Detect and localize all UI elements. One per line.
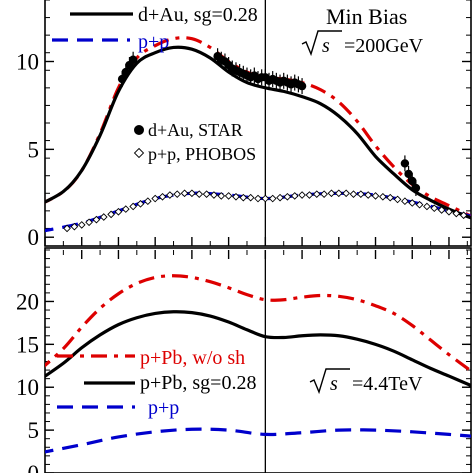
series-line-dash <box>45 427 471 454</box>
data-point-star <box>117 74 127 84</box>
data-point-phobos <box>459 211 468 220</box>
data-point-star <box>297 81 307 91</box>
legend-label: d+Au, sg=0.28 <box>138 4 258 26</box>
data-point-phobos <box>202 190 211 199</box>
data-point-phobos <box>290 192 299 200</box>
data-point-phobos <box>415 200 424 209</box>
data-point-phobos <box>327 189 336 198</box>
data-point-phobos <box>356 190 365 199</box>
data-point-phobos <box>99 213 108 221</box>
data-point-phobos <box>423 202 431 211</box>
data-point-phobos <box>121 205 130 213</box>
legend-marker-open-diamond <box>133 147 145 159</box>
legend-label: p+p, PHOBOS <box>148 144 256 164</box>
data-point-star <box>411 183 421 193</box>
data-point-phobos <box>195 190 204 199</box>
data-point-star <box>408 176 417 186</box>
y-tick-label: 5 <box>28 418 40 443</box>
panel-panel-top-sqrt-variable: s <box>322 35 330 57</box>
data-point-phobos <box>92 215 101 224</box>
legend-label: p+p <box>138 31 169 53</box>
data-point-phobos <box>268 194 277 203</box>
data-point-phobos <box>312 190 321 199</box>
data-point-phobos <box>452 209 461 218</box>
panel-panel-bottom-sqrt-sign <box>309 368 350 395</box>
y-tick-label: 0 <box>28 461 40 473</box>
series-line-solid <box>45 45 471 220</box>
data-point-phobos <box>386 193 395 202</box>
data-point-phobos <box>180 189 189 198</box>
data-point-phobos <box>320 190 328 199</box>
y-tick-label: 5 <box>28 137 40 162</box>
y-tick-label: 0 <box>28 225 40 250</box>
legend-label: d+Au, STAR <box>148 120 243 140</box>
bottom-panel: 0 5 10 15 20 p+Pb, w/o sh p+Pb, sg=0.28 p+p s =4.… <box>16 247 472 473</box>
data-point-phobos <box>401 197 409 206</box>
panel-frame <box>44 247 472 473</box>
data-point-phobos <box>276 193 284 202</box>
data-point-phobos <box>158 192 167 201</box>
data-point-phobos <box>261 194 270 203</box>
data-point-phobos <box>445 207 453 216</box>
data-point-phobos <box>210 191 218 199</box>
panel-frame <box>44 0 472 247</box>
series-line-dashdot <box>45 274 471 373</box>
data-point-phobos <box>305 191 314 199</box>
data-point-phobos <box>239 193 248 202</box>
data-point-phobos <box>246 193 255 202</box>
data-point-phobos <box>114 207 123 216</box>
data-point-phobos <box>298 191 306 199</box>
data-point-phobos <box>393 195 402 204</box>
data-point-phobos <box>188 189 196 198</box>
data-point-phobos <box>364 191 373 199</box>
data-point-star <box>404 169 413 179</box>
top-panel: 0 5 10 d+Au, sg=0.28 p+p d+Au, STAR p+p, PHOBO… <box>16 0 472 250</box>
annotation-label: Min Bias <box>326 4 407 29</box>
data-point-phobos <box>70 222 79 231</box>
data-point-star <box>121 67 130 77</box>
legend-label: p+p <box>148 397 179 419</box>
data-point-phobos <box>77 221 86 229</box>
data-point-phobos <box>63 224 71 233</box>
data-point-phobos <box>107 210 115 219</box>
legend-label: p+Pb, sg=0.28 <box>140 372 256 394</box>
data-point-phobos <box>217 192 226 200</box>
data-point-phobos <box>85 218 93 227</box>
data-point-phobos <box>173 190 182 199</box>
data-point-phobos <box>437 206 446 214</box>
data-point-phobos <box>342 189 350 198</box>
data-point-phobos <box>151 194 160 203</box>
data-point-phobos <box>136 199 145 208</box>
panel-panel-top-energy-label: =200GeV <box>344 35 424 57</box>
data-point-phobos <box>283 192 292 201</box>
data-point-phobos <box>232 192 240 201</box>
data-point-phobos <box>430 204 439 213</box>
legend-label: p+Pb, w/o sh <box>140 347 245 369</box>
legend-marker-filled-circle <box>134 125 144 135</box>
data-point-phobos <box>349 190 358 199</box>
data-point-star <box>400 159 410 168</box>
data-point-phobos <box>379 192 387 201</box>
data-point-phobos <box>129 202 137 211</box>
y-tick-label: 10 <box>16 50 39 75</box>
y-tick-label: 10 <box>16 375 39 400</box>
data-point-phobos <box>408 199 417 207</box>
panel-panel-bottom-energy-label: =4.4TeV <box>352 373 423 395</box>
data-point-phobos <box>143 197 152 206</box>
series-line-solid <box>45 310 471 387</box>
data-point-phobos <box>254 194 262 203</box>
y-tick-label: 20 <box>16 289 39 314</box>
data-point-phobos <box>224 192 233 200</box>
panel-panel-top-sqrt-sign <box>301 30 342 57</box>
data-point-phobos <box>371 192 380 200</box>
data-point-star <box>128 55 138 64</box>
data-point-phobos <box>334 189 343 198</box>
panel-panel-bottom-sqrt-variable: s <box>330 373 338 395</box>
data-point-phobos <box>166 191 174 199</box>
y-tick-label: 15 <box>16 332 39 357</box>
